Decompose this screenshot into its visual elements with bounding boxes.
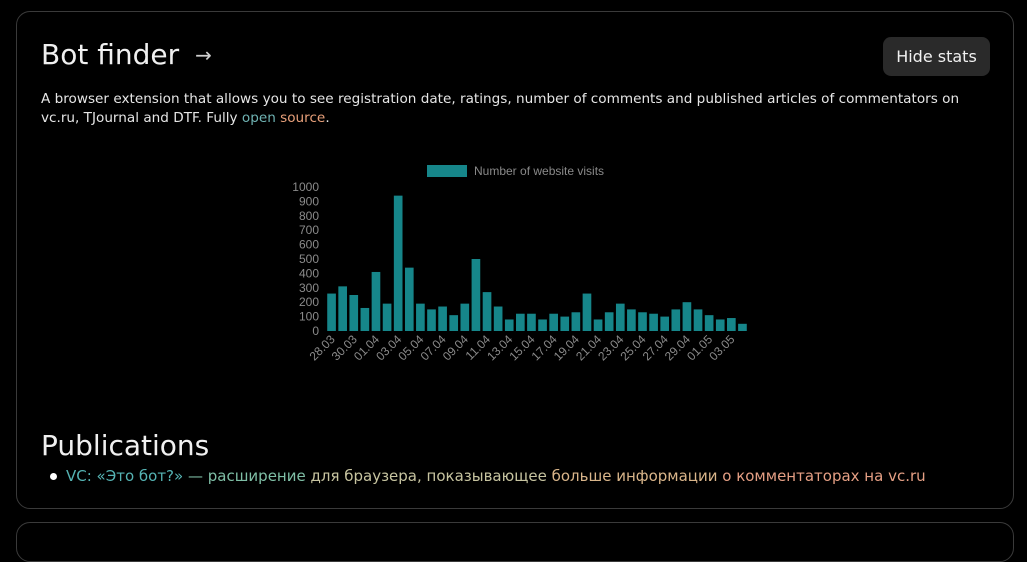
- y-tick-label: 400: [299, 266, 319, 280]
- y-tick-label: 1000: [292, 180, 319, 194]
- bar: [671, 309, 681, 331]
- publication-link[interactable]: VC: «Это бот?» — расширение для браузера…: [66, 467, 926, 485]
- open-source-link[interactable]: open source: [242, 110, 325, 126]
- y-tick-label: 800: [299, 209, 319, 223]
- bar: [338, 286, 347, 331]
- y-tick-label: 900: [299, 194, 319, 208]
- bar: [438, 306, 447, 331]
- visits-bar-chart: Number of website visits 0100200300400500…: [292, 164, 747, 363]
- publication-link-part: — расширение: [183, 467, 306, 485]
- arrow-right-icon[interactable]: →: [195, 42, 212, 67]
- bar: [327, 293, 336, 331]
- bar: [449, 315, 459, 331]
- y-tick-label: 700: [299, 223, 319, 237]
- publications-list: VC: «Это бот?» — расширение для браузера…: [41, 467, 926, 485]
- bar: [715, 319, 725, 331]
- bar: [582, 293, 592, 331]
- bar: [660, 316, 670, 331]
- bar: [738, 323, 747, 331]
- bar: [349, 295, 359, 331]
- y-tick-label: 600: [299, 238, 319, 252]
- bar: [604, 312, 614, 331]
- bar: [649, 313, 658, 331]
- bar: [471, 259, 481, 331]
- bar: [460, 303, 470, 331]
- bar: [627, 309, 636, 331]
- description-end: .: [325, 110, 330, 126]
- bar: [393, 195, 403, 331]
- publication-link-part: о комментаторах на vc.ru: [717, 467, 926, 485]
- bar: [360, 307, 370, 331]
- y-tick-label: 100: [299, 310, 319, 324]
- publication-link-part: для браузера, показывающее: [305, 467, 547, 485]
- bar: [516, 313, 525, 331]
- y-tick-label: 500: [299, 252, 319, 266]
- legend-swatch: [427, 165, 467, 177]
- page-title: Bot finder: [41, 38, 180, 71]
- title-row: Bot finder →: [41, 38, 212, 71]
- bar: [693, 309, 703, 331]
- bot-finder-card: Bot finder → Hide stats A browser extens…: [16, 11, 1014, 509]
- bar: [404, 267, 414, 331]
- publication-link-part: VC: «Это бот?»: [66, 467, 184, 485]
- description: A browser extension that allows you to s…: [41, 90, 1001, 128]
- next-card: [16, 522, 1014, 562]
- legend-label: Number of website visits: [474, 164, 604, 178]
- bar: [504, 319, 514, 331]
- bar: [615, 303, 625, 331]
- open-link-text: open: [241, 110, 276, 126]
- bar: [638, 312, 647, 331]
- bar: [538, 319, 547, 331]
- y-tick-label: 300: [299, 281, 319, 295]
- x-tick-label: 03.05: [706, 332, 737, 363]
- bar: [704, 315, 714, 331]
- bar: [493, 306, 503, 331]
- bar: [560, 316, 570, 331]
- bar: [571, 312, 581, 331]
- bar: [416, 303, 425, 331]
- publications-title: Publications: [41, 429, 210, 462]
- source-link-text: source: [280, 110, 326, 126]
- bar: [382, 303, 392, 331]
- y-tick-label: 200: [299, 295, 319, 309]
- bar: [593, 319, 603, 331]
- bar: [727, 318, 736, 331]
- y-tick-label: 0: [312, 324, 319, 338]
- bar: [482, 292, 492, 331]
- list-item: VC: «Это бот?» — расширение для браузера…: [41, 467, 926, 485]
- bar: [682, 302, 692, 331]
- description-text: A browser extension that allows you to s…: [41, 91, 960, 126]
- publication-link-part: больше информации: [546, 467, 718, 485]
- bar: [371, 271, 381, 331]
- bullet-icon: [50, 472, 57, 480]
- bar: [549, 313, 558, 331]
- hide-stats-button[interactable]: Hide stats: [883, 37, 990, 76]
- bar: [527, 313, 536, 331]
- bar: [427, 309, 436, 331]
